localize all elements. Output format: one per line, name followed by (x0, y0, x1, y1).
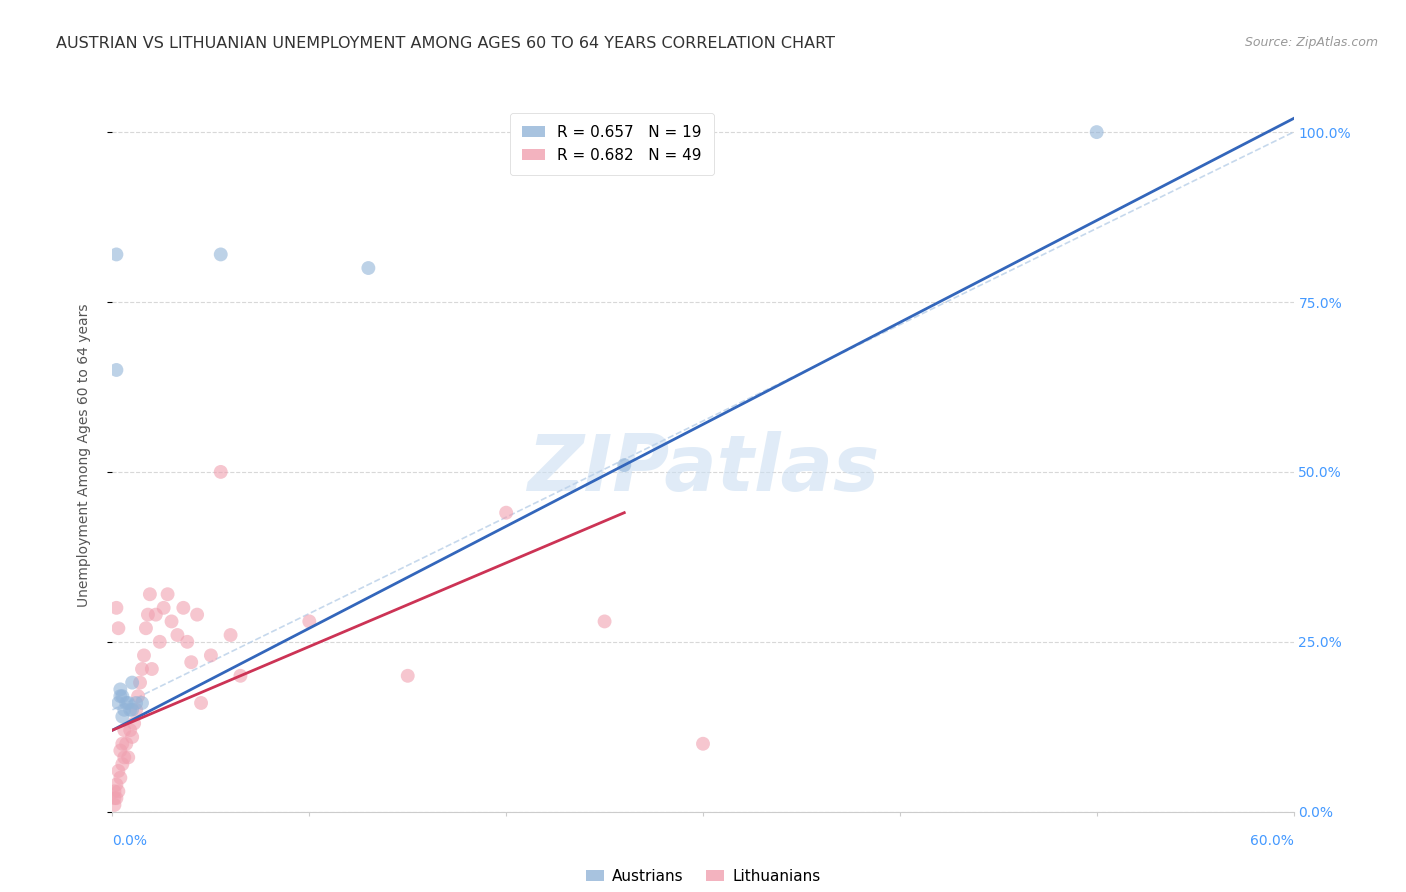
Point (112, 703, 135, 717)
Point (105, 600, 128, 615)
Point (593, 615, 616, 629)
Point (219, 628, 242, 642)
Point (396, 669, 419, 683)
Point (110, 682, 132, 697)
Point (107, 696, 129, 710)
Point (176, 635, 198, 649)
Point (115, 696, 138, 710)
Point (131, 662, 153, 676)
Point (105, 363, 128, 377)
Point (115, 737, 138, 751)
Point (209, 247, 232, 261)
Point (495, 506, 517, 520)
Point (298, 615, 321, 629)
Point (107, 784, 129, 798)
Point (149, 635, 172, 649)
Point (1085, 125, 1108, 139)
Point (129, 675, 152, 690)
Point (103, 784, 125, 798)
Point (107, 764, 129, 778)
Point (136, 607, 159, 622)
Legend: Austrians, Lithuanians: Austrians, Lithuanians (579, 863, 827, 889)
Point (111, 757, 134, 772)
Point (121, 703, 143, 717)
Point (156, 587, 179, 601)
Point (172, 600, 194, 615)
Point (357, 260, 380, 275)
Point (209, 465, 232, 479)
Point (121, 730, 143, 744)
Point (105, 247, 128, 261)
Point (131, 696, 153, 710)
Point (105, 791, 128, 805)
Point (107, 621, 129, 635)
Point (110, 771, 132, 785)
Point (145, 607, 167, 622)
Point (110, 689, 132, 703)
Point (110, 743, 132, 757)
Point (190, 696, 212, 710)
Point (112, 750, 135, 764)
Text: AUSTRIAN VS LITHUANIAN UNEMPLOYMENT AMONG AGES 60 TO 64 YEARS CORRELATION CHART: AUSTRIAN VS LITHUANIAN UNEMPLOYMENT AMON… (56, 36, 835, 51)
Point (186, 607, 208, 622)
Text: 0.0%: 0.0% (112, 834, 148, 848)
Point (121, 675, 143, 690)
Point (125, 703, 148, 717)
Text: 60.0%: 60.0% (1250, 834, 1294, 848)
Point (120, 703, 142, 717)
Point (103, 797, 125, 812)
Point (132, 648, 155, 663)
Point (111, 737, 134, 751)
Point (125, 696, 148, 710)
Point (122, 716, 145, 731)
Point (166, 628, 188, 642)
Point (139, 587, 162, 601)
Point (160, 615, 183, 629)
Point (127, 689, 149, 703)
Point (152, 600, 174, 615)
Point (180, 655, 202, 669)
Point (111, 689, 134, 703)
Point (103, 791, 125, 805)
Point (105, 778, 128, 792)
Point (200, 648, 222, 663)
Y-axis label: Unemployment Among Ages 60 to 64 years: Unemployment Among Ages 60 to 64 years (77, 303, 91, 607)
Point (692, 737, 714, 751)
Point (135, 621, 157, 635)
Text: ZIPatlas: ZIPatlas (527, 431, 879, 508)
Point (111, 709, 134, 723)
Point (120, 723, 142, 738)
Point (613, 458, 636, 472)
Point (112, 723, 135, 738)
Point (117, 750, 139, 764)
Point (229, 669, 252, 683)
Text: Source: ZipAtlas.com: Source: ZipAtlas.com (1244, 36, 1378, 49)
Point (141, 662, 163, 676)
Point (117, 696, 139, 710)
